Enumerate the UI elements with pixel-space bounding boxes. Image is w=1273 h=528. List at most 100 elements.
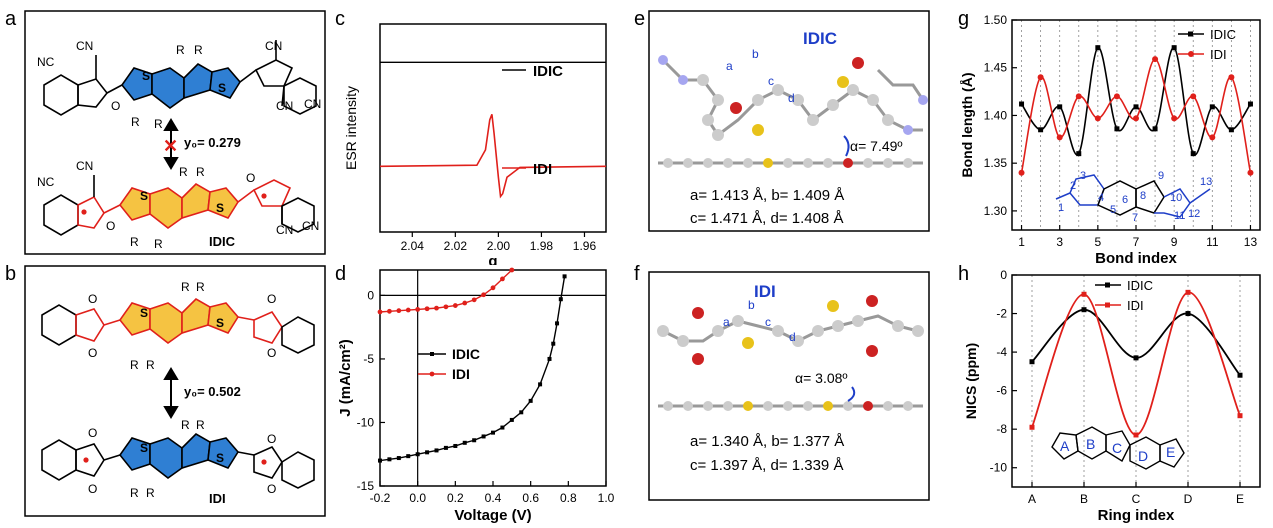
idic-label: IDIC xyxy=(209,234,236,249)
bond-label: a xyxy=(726,59,733,73)
bond-label: a xyxy=(723,315,730,329)
x-tick-label: A xyxy=(1028,492,1036,506)
data-point-idi xyxy=(1237,413,1243,419)
x-tick-label: 0.0 xyxy=(409,491,426,505)
inset-ring-label: A xyxy=(1060,438,1070,454)
y-tick-label: 1.30 xyxy=(984,204,1008,218)
data-point-idic xyxy=(538,382,543,387)
panel-b-structures: O O O O S S R R R R y₀= 0.502 O O O O S … xyxy=(24,265,326,517)
data-point-idic xyxy=(547,356,552,361)
x-tick-label: 13 xyxy=(1244,235,1258,249)
y0-value: y₀= 0.279 xyxy=(184,135,241,150)
r-group: R xyxy=(194,43,203,57)
plot-frame xyxy=(379,269,607,487)
data-point-idi xyxy=(1029,424,1035,430)
x-tick-label: E xyxy=(1236,492,1244,506)
idic-top-molecule xyxy=(43,40,317,116)
data-point-idic xyxy=(1057,104,1063,110)
data-point-idic xyxy=(519,410,524,415)
inset-bond-label: 1 xyxy=(1058,202,1064,214)
x-tick-label: 1.96 xyxy=(573,239,597,253)
inset-ring-c xyxy=(1135,180,1165,214)
data-point-idic xyxy=(1133,104,1139,110)
x-tick-label: D xyxy=(1184,492,1193,506)
data-point-idic xyxy=(1185,311,1191,317)
y-tick-label: 1.50 xyxy=(984,13,1008,27)
o-atom: O xyxy=(88,482,97,496)
data-point-idi xyxy=(443,304,449,310)
resonance-arrow xyxy=(163,118,179,170)
data-point-idi xyxy=(462,300,468,306)
bond-label: d xyxy=(789,330,796,344)
inset-ring-label: C xyxy=(1112,440,1122,456)
r-group: R xyxy=(146,486,155,500)
data-point-idi xyxy=(405,307,411,313)
y-tick-label: -15 xyxy=(357,479,375,493)
data-point-idi xyxy=(452,303,458,308)
data-point-idi xyxy=(1185,289,1191,295)
data-point-idi xyxy=(396,308,402,314)
bond-label: c xyxy=(765,315,771,329)
s-atom: S xyxy=(216,316,224,330)
o-atom: O xyxy=(88,292,97,306)
x-tick-label: -0.2 xyxy=(370,491,391,505)
cn-group: CN xyxy=(265,39,282,53)
inset-ring-d xyxy=(1154,188,1191,218)
panel-a-structures: CN NC O S S R R R R CN CN CN ✕ y₀= 0.279… xyxy=(24,10,326,255)
cn-group: CN xyxy=(276,99,293,113)
inset-bond-label: 7 xyxy=(1132,212,1138,224)
inset-ring-c xyxy=(1105,430,1131,463)
data-point-idic xyxy=(378,458,382,463)
y-tick-label: -2 xyxy=(996,307,1007,321)
data-point-idic xyxy=(1152,126,1158,132)
cn-group: CN xyxy=(304,97,321,111)
data-point-idic xyxy=(396,456,401,461)
atom-spheres xyxy=(658,55,928,141)
data-point-idic xyxy=(1171,45,1177,51)
side-view-atoms xyxy=(663,401,913,411)
data-point-idi xyxy=(509,267,515,273)
r-group: R xyxy=(196,280,205,294)
data-point-idic xyxy=(472,438,477,443)
dihedral-angle: α= 7.49º xyxy=(850,138,903,154)
data-point-idic xyxy=(562,274,567,279)
data-point-idic xyxy=(500,425,505,430)
data-point-idi xyxy=(377,309,383,315)
x-tick-label: 2.04 xyxy=(401,239,425,253)
inset-bond-label: 10 xyxy=(1170,192,1182,204)
data-point-idi xyxy=(1171,115,1178,122)
y-tick-label: 1.45 xyxy=(984,61,1008,75)
data-point-idic xyxy=(558,297,563,302)
legend-label-idi: IDI xyxy=(452,366,470,382)
data-point-idic xyxy=(1019,101,1025,107)
data-point-idic xyxy=(551,341,556,346)
x-tick-label: B xyxy=(1080,492,1088,506)
panel-f-geometry: IDI a b c d α= 3.08º a= 1.340 Å, b= 1 xyxy=(648,271,930,501)
y-tick-label: -5 xyxy=(363,352,374,366)
x-tick-label: 0.2 xyxy=(447,491,464,505)
legend-label-idi: IDI xyxy=(1127,298,1144,313)
bond-label: b xyxy=(748,298,755,312)
cn-group: CN xyxy=(76,39,93,53)
x-tick-label: 1 xyxy=(1018,235,1025,249)
data-point-idi xyxy=(1094,115,1101,122)
r-group: R xyxy=(130,358,139,372)
data-point-idic xyxy=(1237,372,1243,378)
series-line-idi xyxy=(379,114,607,199)
idic-diradical-molecule xyxy=(43,175,315,236)
y-tick-label: -6 xyxy=(996,384,1007,398)
data-point-idic xyxy=(1114,126,1120,132)
s-atom: S xyxy=(216,201,224,215)
legend-label-idic: IDIC xyxy=(1127,278,1153,293)
bond-lengths-line1: a= 1.413 Å, b= 1.409 Å xyxy=(690,187,844,204)
bond-lengths-line2: c= 1.397 Å, d= 1.339 Å xyxy=(690,457,843,474)
idi-quinoidal-molecule xyxy=(41,298,315,354)
inset-bond-label: 3 xyxy=(1080,170,1086,182)
x-tick-label: C xyxy=(1132,492,1141,506)
data-point-idi xyxy=(1133,115,1139,122)
data-point-idi xyxy=(471,297,477,303)
data-point-idic xyxy=(443,445,448,450)
y-axis-label: NICS (ppm) xyxy=(963,343,979,419)
inset-bond-label: 4 xyxy=(1098,192,1104,204)
panel-letter-e: e xyxy=(634,8,646,30)
